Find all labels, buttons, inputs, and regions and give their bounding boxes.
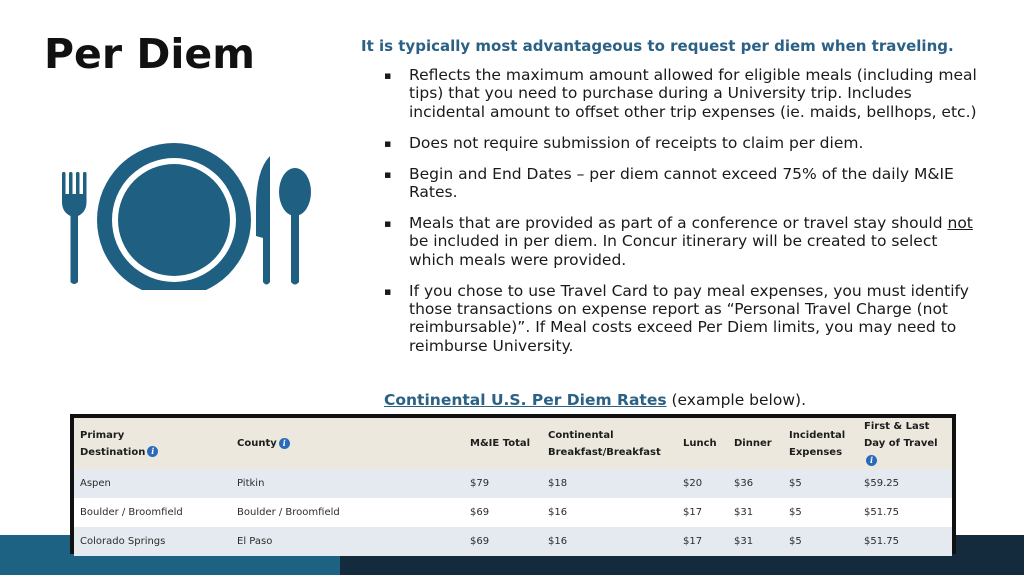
cell-incidental: $5 [783,527,858,556]
cell-breakfast: $16 [542,498,677,527]
spoon-icon [279,168,311,285]
cell-first-last: $51.75 [858,527,952,556]
bullet-item: ▪ Reflects the maximum amount allowed fo… [384,66,984,121]
cell-dinner: $31 [728,498,783,527]
plate-icon [97,143,251,297]
bullet-marker: ▪ [384,136,392,150]
bullet-marker: ▪ [384,167,392,181]
cell-mie-total: $69 [464,527,542,556]
bullet-item: ▪ Begin and End Dates – per diem cannot … [384,165,984,202]
header-continental-breakfast: Continental Breakfast/Breakfast [542,418,677,469]
cell-county: Boulder / Broomfield [231,498,464,527]
bullet-text: Begin and End Dates – per diem cannot ex… [409,164,954,202]
bullet-item: ▪ Does not require submission of receipt… [384,134,984,152]
bullet-item: ▪ Meals that are provided as part of a c… [384,214,984,269]
header-lunch: Lunch [677,418,728,469]
cell-lunch: $17 [677,527,728,556]
header-incidental-expenses: Incidental Expenses [783,418,858,469]
info-icon[interactable]: i [278,437,290,449]
per-diem-rates-table: Primary Destination i County i M&IE Total … [74,418,952,556]
bullet-text-underlined: not [947,213,973,232]
header-primary-destination: Primary Destination i [74,418,231,469]
knife-icon [256,156,270,285]
header-county: County i [231,418,464,469]
header-dinner: Dinner [728,418,783,469]
cell-lunch: $17 [677,498,728,527]
cell-destination: Colorado Springs [74,527,231,556]
cell-dinner: $36 [728,469,783,498]
cell-mie-total: $69 [464,498,542,527]
bullet-text: Reflects the maximum amount allowed for … [409,66,977,121]
cell-county: Pitkin [231,469,464,498]
cell-first-last: $59.25 [858,469,952,498]
header-mie-total: M&IE Total [464,418,542,469]
per-diem-rates-link[interactable]: Continental U.S. Per Diem Rates [384,391,667,409]
cell-mie-total: $79 [464,469,542,498]
rates-line: Continental U.S. Per Diem Rates (example… [384,391,806,409]
cell-breakfast: $16 [542,527,677,556]
cell-lunch: $20 [677,469,728,498]
slide-title: Per Diem [44,30,255,78]
cell-county: El Paso [231,527,464,556]
info-icon[interactable]: i [866,454,877,466]
cell-incidental: $5 [783,469,858,498]
info-icon[interactable]: i [147,446,159,457]
fork-icon [62,172,87,284]
bullet-list: ▪ Reflects the maximum amount allowed fo… [384,66,984,368]
bullet-marker: ▪ [384,284,392,298]
bullet-marker: ▪ [384,69,392,82]
lead-text: It is typically most advantageous to req… [361,37,954,55]
table-row: Colorado Springs El Paso $69 $16 $17 $31… [74,527,952,556]
bullet-text: Does not require submission of receipts … [409,133,864,152]
bullet-item: ▪ If you chose to use Travel Card to pay… [384,282,984,356]
rates-suffix: (example below). [666,391,806,409]
cell-breakfast: $18 [542,469,677,498]
bullet-text: If you chose to use Travel Card to pay m… [409,281,969,355]
table-header-row: Primary Destination i County i M&IE Total … [74,418,952,469]
table-row: Boulder / Broomfield Boulder / Broomfiel… [74,498,952,527]
bullet-marker: ▪ [384,216,392,230]
bullet-text-after: be included in per diem. In Concur itine… [409,232,938,269]
header-first-last-day: First & Last Day of Traveli [858,418,952,469]
cell-dinner: $31 [728,527,783,556]
cell-first-last: $51.75 [858,498,952,527]
bullet-text-before: Meals that are provided as part of a con… [409,213,948,232]
cell-destination: Boulder / Broomfield [74,498,231,527]
cell-destination: Aspen [74,469,231,498]
plate-fork-knife-spoon-icon [58,140,318,297]
table-row: Aspen Pitkin $79 $18 $20 $36 $5 $59.25 [74,469,952,498]
cell-incidental: $5 [783,498,858,527]
